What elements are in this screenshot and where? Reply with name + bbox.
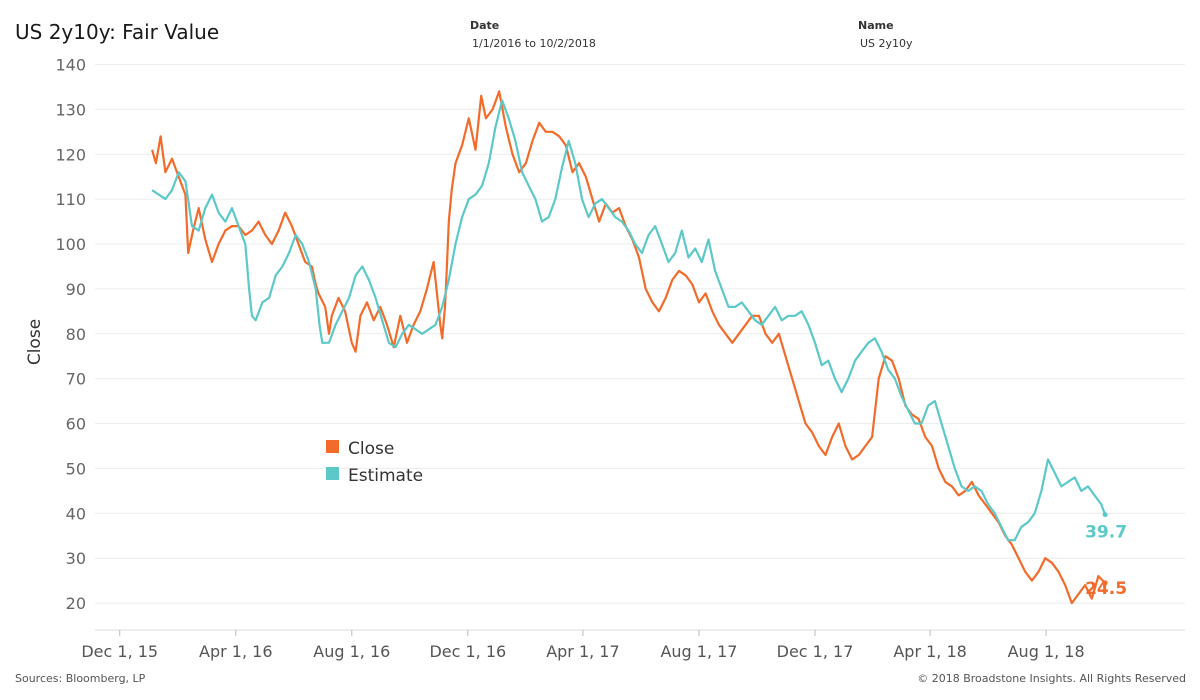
series-line-close[interactable] xyxy=(151,90,1106,605)
legend-swatch-estimate[interactable] xyxy=(326,467,339,480)
x-tick-label-0: Dec 1, 15 xyxy=(81,642,158,661)
y-axis-ticks: 20 30 40 50 60 70 80 90 100 110 120 130 140 xyxy=(55,55,86,613)
y-tick-label-110: 110 xyxy=(55,190,86,209)
end-labels: 24.5 39.7 xyxy=(1085,523,1127,599)
x-tick-label-5: Aug 1, 17 xyxy=(660,642,737,661)
series-end-point-estimate[interactable] xyxy=(1102,512,1108,518)
end-value-label-estimate: 39.7 xyxy=(1085,523,1127,543)
x-tick-label-8: Aug 1, 18 xyxy=(1008,642,1085,661)
x-tick-label-3: Dec 1, 16 xyxy=(429,642,506,661)
y-tick-label-100: 100 xyxy=(55,235,86,254)
legend-swatch-close[interactable] xyxy=(326,440,339,453)
y-tick-label-130: 130 xyxy=(55,100,86,119)
x-tick-label-7: Apr 1, 18 xyxy=(893,642,966,661)
series-line-estimate[interactable] xyxy=(151,99,1107,542)
y-tick-label-30: 30 xyxy=(66,549,86,568)
y-tick-label-50: 50 xyxy=(66,459,86,478)
y-tick-label-20: 20 xyxy=(66,594,86,613)
x-tick-label-2: Aug 1, 16 xyxy=(313,642,390,661)
source-note: Sources: Bloomberg, LP xyxy=(15,672,146,685)
name-filter-value[interactable]: US 2y10y xyxy=(860,37,913,50)
y-tick-label-70: 70 xyxy=(66,370,86,389)
y-tick-label-40: 40 xyxy=(66,504,86,523)
x-axis-ticks: Dec 1, 15 Apr 1, 16 Aug 1, 16 Dec 1, 16 Apr … xyxy=(81,629,1185,661)
legend-label-close[interactable]: Close xyxy=(348,439,394,459)
grid-lines xyxy=(95,63,1185,604)
y-tick-label-60: 60 xyxy=(66,415,86,434)
y-axis-label: Close xyxy=(25,319,45,365)
x-tick-label-1: Apr 1, 16 xyxy=(199,642,272,661)
series-lines xyxy=(151,90,1108,605)
date-filter-value[interactable]: 1/1/2016 to 10/2/2018 xyxy=(472,37,596,50)
chart-title: US 2y10y: Fair Value xyxy=(15,20,220,44)
end-value-label-close: 24.5 xyxy=(1085,579,1127,599)
y-tick-label-80: 80 xyxy=(66,325,86,344)
y-tick-label-90: 90 xyxy=(66,280,86,299)
series-end-point-close[interactable] xyxy=(1102,580,1108,586)
name-filter-label: Name xyxy=(858,19,894,32)
legend[interactable]: Close Estimate xyxy=(326,439,423,486)
legend-label-estimate[interactable]: Estimate xyxy=(348,466,423,486)
x-tick-label-6: Dec 1, 17 xyxy=(777,642,854,661)
y-tick-label-140: 140 xyxy=(55,55,86,74)
date-filter-label: Date xyxy=(470,19,500,32)
y-tick-label-120: 120 xyxy=(55,145,86,164)
x-tick-label-4: Apr 1, 17 xyxy=(546,642,619,661)
copyright-note: © 2018 Broadstone Insights. All Rights R… xyxy=(917,672,1186,685)
